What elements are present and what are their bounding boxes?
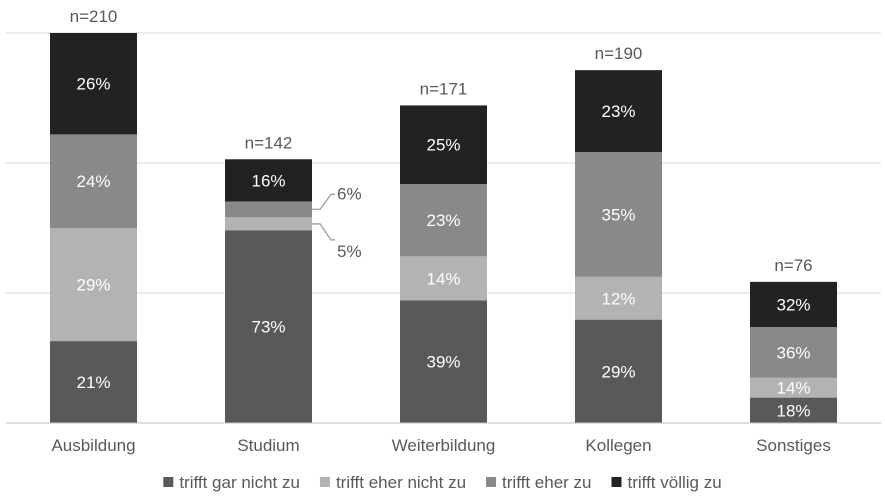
data-label: 18% (776, 401, 810, 420)
data-label: 24% (76, 172, 110, 191)
bar-segment-weiterbildung-4 (400, 105, 487, 185)
bar-segment-weiterbildung-3 (400, 184, 487, 257)
bar-segment-weiterbildung-1 (400, 300, 487, 423)
data-label: 35% (601, 205, 635, 224)
bar-segment-weiterbildung-2 (400, 256, 487, 301)
data-label: 23% (601, 102, 635, 121)
data-label: 25% (426, 136, 460, 155)
data-label: 29% (601, 362, 635, 381)
legend-label: trifft eher nicht zu (336, 473, 466, 492)
data-label: 29% (76, 276, 110, 295)
data-label: 36% (776, 343, 810, 362)
n-label: n=76 (774, 256, 812, 275)
data-label: 73% (251, 318, 285, 337)
category-label: Studium (237, 436, 299, 455)
data-label: 39% (426, 353, 460, 372)
data-label: 23% (426, 211, 460, 230)
data-label: 16% (251, 171, 285, 190)
bar-segment-sonstiges-1 (750, 397, 837, 423)
bar-segment-sonstiges-4 (750, 281, 837, 328)
bar-segment-kollegen-1 (575, 319, 662, 423)
legend: trifft gar nicht zu trifft eher nicht zu t… (163, 473, 722, 492)
n-label: n=171 (420, 79, 468, 98)
n-label: n=210 (70, 7, 118, 26)
bar-segment-ausbildung-2 (50, 228, 137, 342)
legend-label: trifft gar nicht zu (179, 473, 300, 492)
data-label: 26% (76, 75, 110, 94)
category-label: Kollegen (585, 436, 651, 455)
category-label: Weiterbildung (392, 436, 496, 455)
legend-label: trifft eher zu (502, 473, 591, 492)
bars (50, 33, 837, 423)
bar-segment-ausbildung-1 (50, 341, 137, 423)
legend-swatch (163, 477, 174, 487)
legend-swatch (486, 477, 497, 487)
data-label: 14% (776, 379, 810, 398)
bar-segment-studium-2 (225, 217, 312, 231)
category-label: Sonstiges (756, 436, 831, 455)
legend-swatch (319, 477, 330, 487)
bar-segment-kollegen-2 (575, 276, 662, 320)
bar-segment-ausbildung-4 (50, 33, 137, 135)
bar-segment-sonstiges-3 (750, 327, 837, 378)
x-axis: Ausbildung Studium Weiterbildung Kollegen So… (6, 422, 881, 455)
data-labels: 21% 29% 24% 26% n=210 73% 5% 6% 16% n=142 39% 14% 23… (70, 7, 813, 420)
leader-line (312, 223, 335, 241)
bar-segment-kollegen-3 (575, 152, 662, 277)
bar-segment-studium-4 (225, 159, 312, 202)
data-label: 21% (76, 373, 110, 392)
data-label-outside: 5% (337, 242, 362, 261)
legend-swatch (611, 477, 622, 487)
legend-label: trifft völlig zu (628, 473, 722, 492)
n-label: n=190 (595, 44, 643, 63)
n-label: n=142 (245, 133, 293, 152)
bar-segment-kollegen-4 (575, 70, 662, 153)
category-label: Ausbildung (51, 436, 135, 455)
bar-segment-studium-1 (225, 230, 312, 423)
data-label: 12% (601, 289, 635, 308)
data-label-outside: 6% (337, 184, 362, 203)
data-label: 14% (426, 269, 460, 288)
bar-segment-ausbildung-3 (50, 134, 137, 228)
leader-line (312, 193, 335, 211)
bar-segment-sonstiges-2 (750, 377, 837, 398)
bar-segment-studium-3 (225, 201, 312, 218)
data-label: 32% (776, 295, 810, 314)
